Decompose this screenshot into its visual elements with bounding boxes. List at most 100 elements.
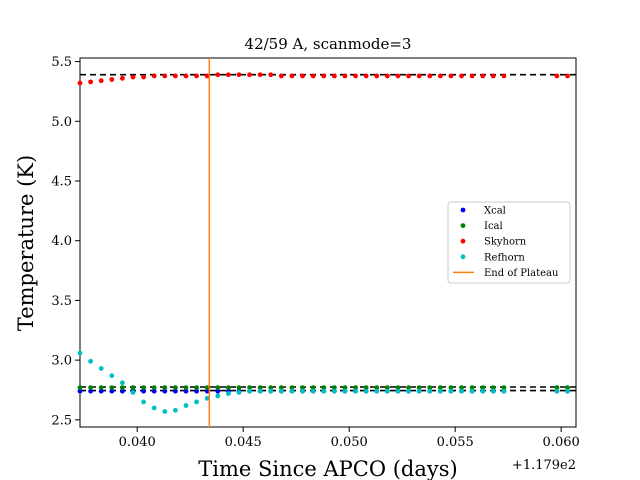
data-point	[268, 388, 274, 394]
data-point	[416, 73, 422, 79]
data-point	[490, 385, 496, 390]
data-point	[427, 388, 433, 394]
data-point	[225, 391, 231, 396]
y-tick-label: 4.5	[51, 175, 72, 190]
data-point	[469, 388, 475, 394]
data-point	[459, 73, 464, 79]
data-point	[247, 72, 252, 78]
data-point	[469, 73, 475, 79]
x-tick-label: 0.045	[225, 435, 262, 450]
data-point	[480, 388, 486, 394]
data-point	[130, 385, 136, 390]
x-tick-label: 0.040	[119, 435, 156, 450]
data-point	[406, 73, 411, 79]
y-axis-label: Temperature (K)	[14, 155, 38, 331]
x-tick-label: 0.060	[543, 435, 580, 450]
data-point	[300, 388, 305, 394]
y-axis-ticks: 2.5 3.0 3.5 4.0 4.5 5.0 5.5	[51, 55, 80, 428]
data-point	[204, 395, 210, 401]
data-point	[384, 73, 390, 79]
data-point	[257, 72, 263, 78]
data-point	[300, 385, 305, 390]
data-point	[204, 73, 210, 79]
data-point	[151, 385, 157, 390]
plot-area	[77, 57, 577, 428]
data-point	[268, 385, 274, 390]
data-point	[204, 385, 210, 390]
legend: Xcal Ical Skyhorn Refhorn End of Plateau	[447, 201, 571, 284]
data-point	[331, 385, 337, 390]
data-point	[194, 388, 199, 394]
data-point	[215, 388, 221, 394]
data-point	[363, 388, 369, 394]
data-point	[565, 73, 570, 79]
data-point	[141, 74, 146, 80]
data-point	[490, 73, 496, 79]
data-point	[215, 385, 221, 390]
data-point	[321, 388, 327, 394]
data-point	[162, 388, 168, 394]
data-point	[554, 73, 560, 79]
data-point	[395, 385, 401, 390]
data-point	[353, 73, 358, 79]
data-point	[225, 72, 231, 78]
series-skyhorn	[77, 72, 570, 86]
data-point	[172, 388, 178, 394]
x-axis-offset: +1.179e2	[512, 458, 576, 473]
legend-marker-skyhorn	[460, 238, 466, 244]
data-point	[162, 409, 168, 414]
data-point	[278, 73, 284, 79]
data-point	[119, 380, 125, 386]
data-point	[554, 385, 560, 390]
data-point	[448, 388, 454, 394]
x-tick-label: 0.050	[331, 435, 368, 450]
data-points	[77, 72, 570, 414]
data-point	[321, 73, 327, 79]
data-point	[151, 405, 157, 411]
data-point	[565, 385, 570, 390]
data-point	[395, 73, 401, 79]
legend-box	[447, 201, 571, 284]
legend-marker-refhorn	[460, 254, 466, 260]
data-point	[77, 80, 83, 86]
data-point	[331, 73, 337, 79]
x-tick-label: 0.055	[437, 435, 474, 450]
plot-frame	[79, 57, 577, 428]
data-point	[98, 366, 104, 371]
data-point	[342, 73, 348, 79]
x-axis-label: Time Since APCO (days)	[198, 457, 457, 480]
data-point	[194, 73, 199, 79]
data-point	[183, 388, 189, 394]
data-point	[363, 73, 369, 79]
data-point	[374, 73, 380, 79]
data-point	[119, 385, 125, 390]
data-point	[480, 385, 486, 390]
data-point	[130, 74, 136, 80]
data-point	[565, 388, 570, 394]
data-point	[501, 73, 507, 79]
data-point	[151, 73, 157, 79]
data-point	[109, 388, 115, 394]
data-point	[141, 399, 146, 405]
y-tick-label: 5.5	[51, 55, 72, 70]
data-point	[490, 388, 496, 394]
legend-marker-ical	[460, 223, 466, 229]
data-point	[172, 385, 178, 390]
data-point	[448, 73, 454, 79]
data-point	[172, 73, 178, 79]
data-point	[183, 385, 189, 390]
data-point	[119, 75, 125, 81]
data-point	[77, 350, 83, 356]
data-point	[321, 385, 327, 390]
data-point	[363, 385, 369, 390]
data-point	[353, 388, 358, 394]
data-point	[236, 385, 242, 390]
data-point	[501, 385, 507, 390]
data-point	[459, 385, 464, 390]
data-point	[342, 388, 348, 394]
data-point	[437, 73, 443, 79]
data-point	[88, 79, 93, 85]
y-tick-label: 3.0	[51, 354, 72, 369]
data-point	[459, 388, 464, 394]
